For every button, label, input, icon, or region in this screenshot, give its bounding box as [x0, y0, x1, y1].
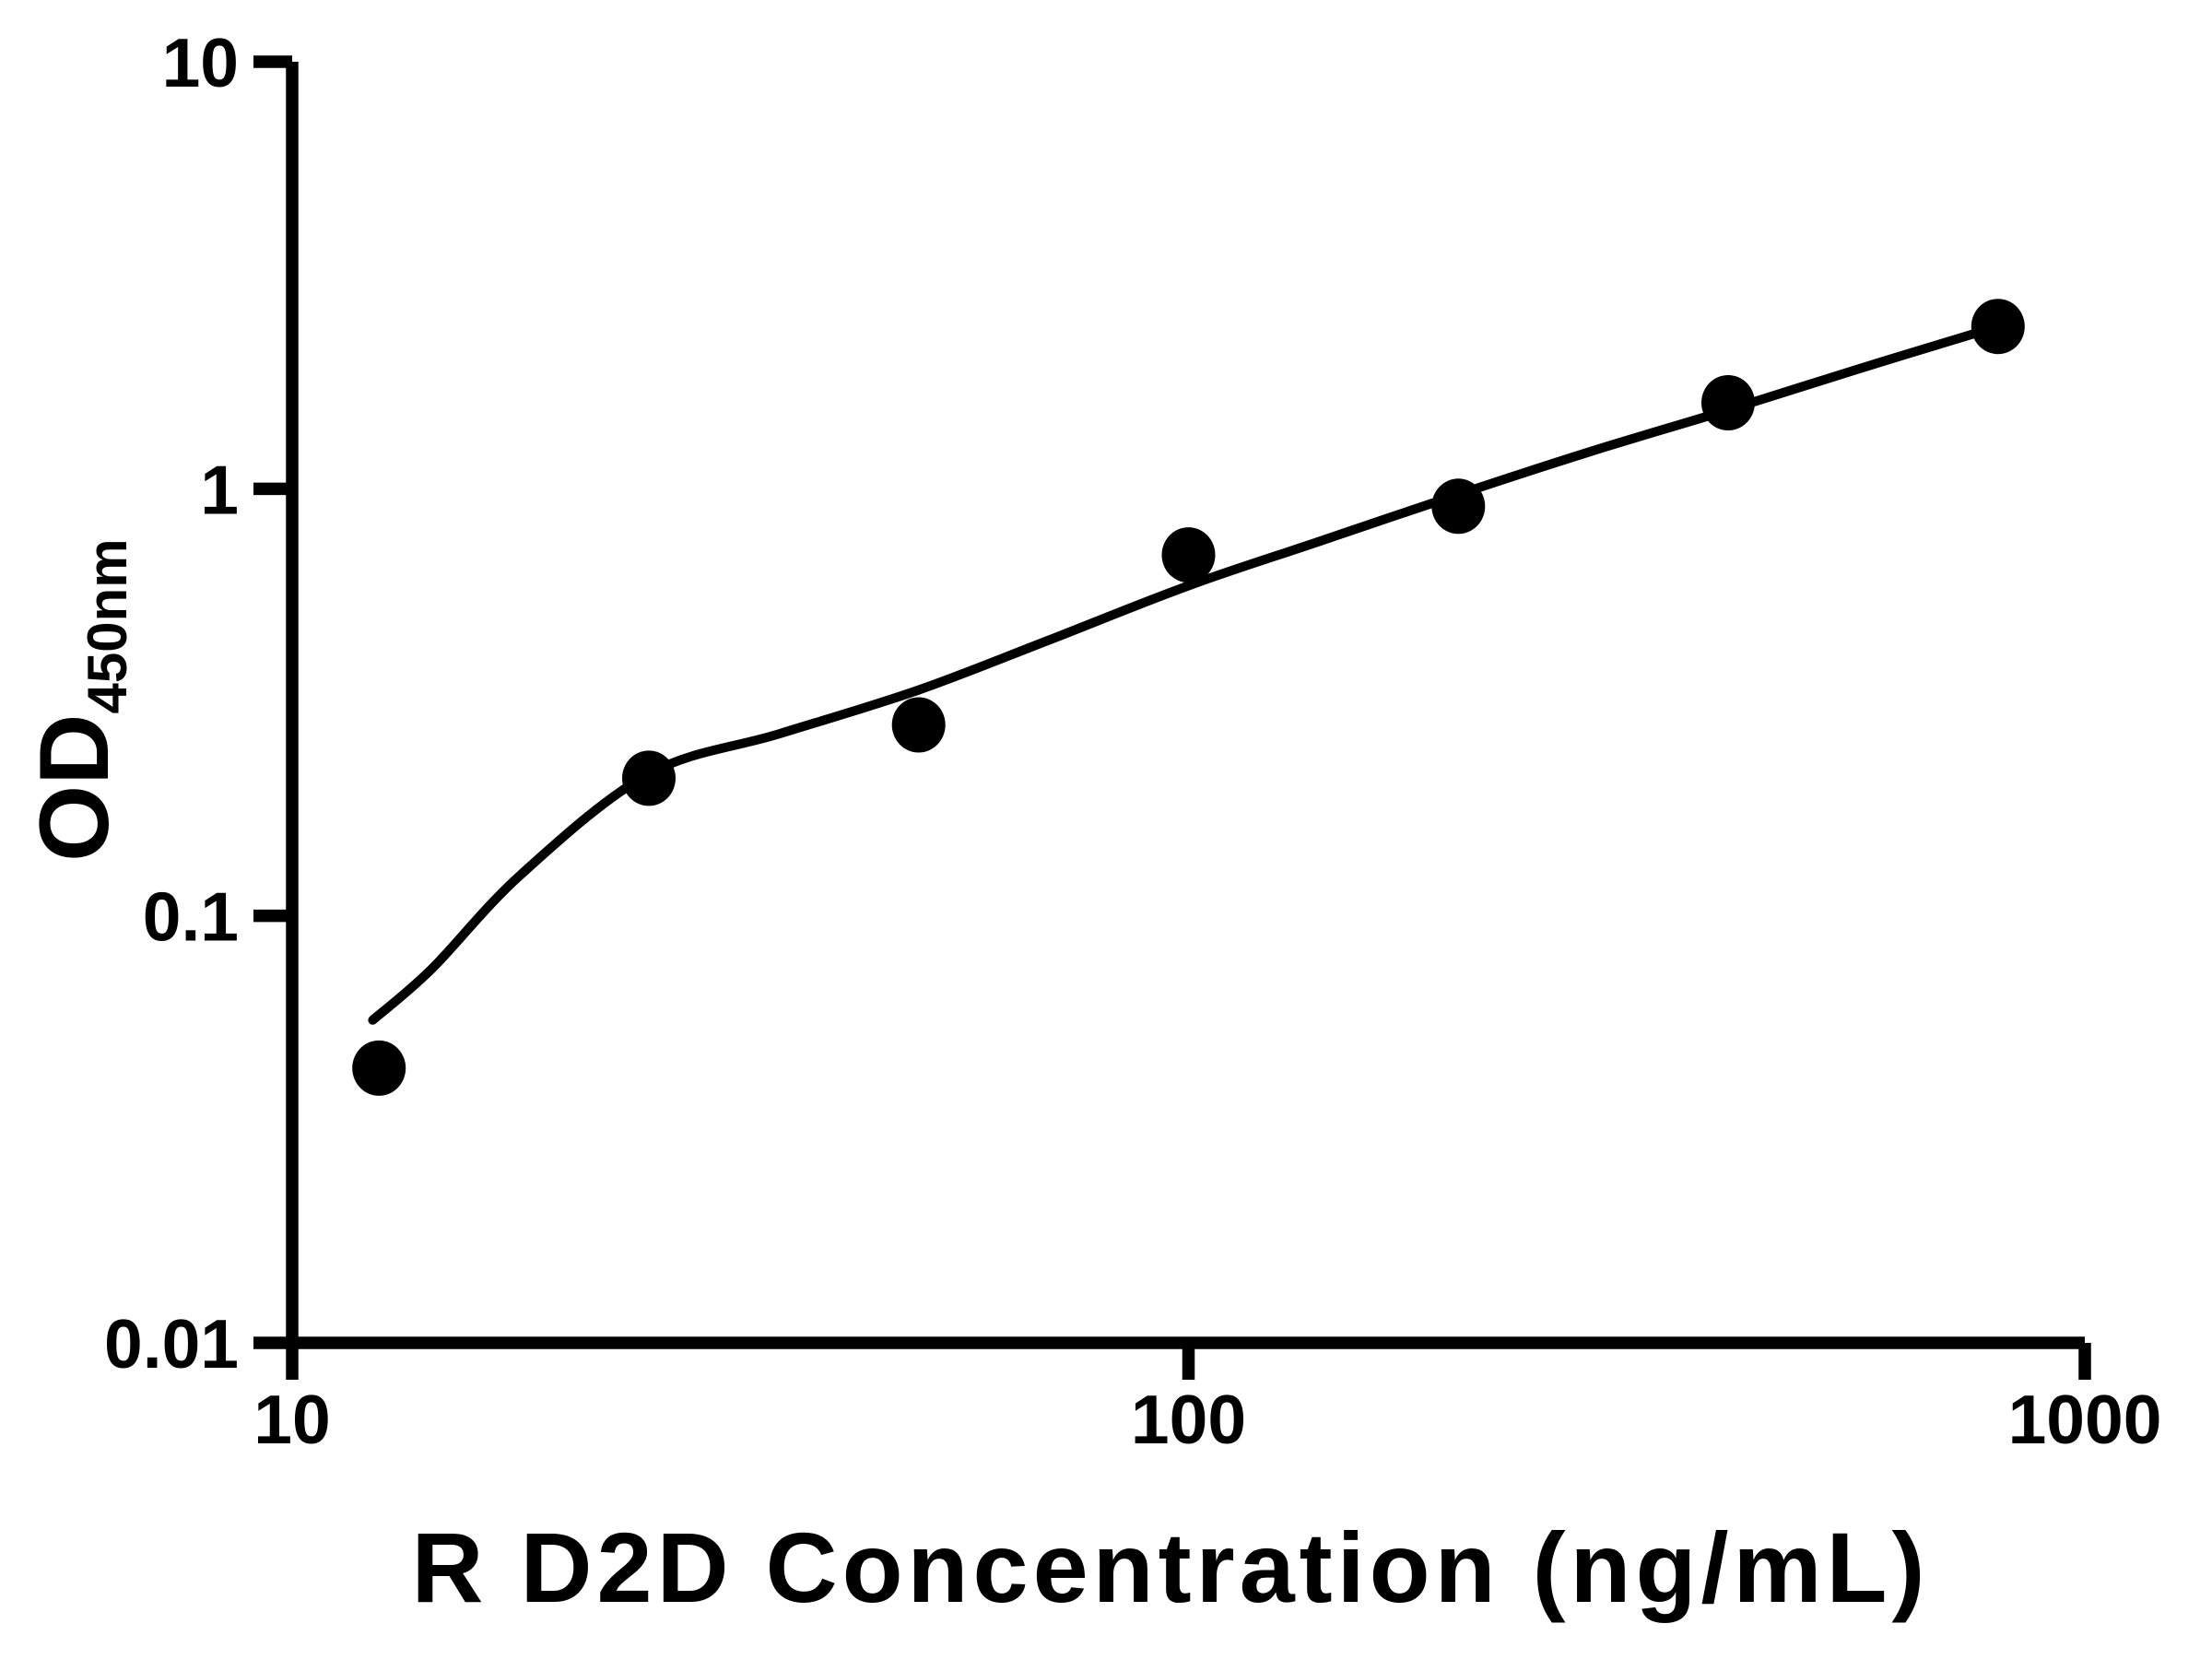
x-tick-label: 10 — [253, 1381, 330, 1458]
y-tick-label: 1 — [200, 451, 239, 528]
data-point — [1431, 478, 1486, 535]
y-tick-label: 0.01 — [104, 1305, 239, 1382]
data-point — [1701, 375, 1755, 430]
axis-ticks — [253, 55, 2091, 1380]
x-tick-label: 100 — [1131, 1381, 1246, 1458]
y-tick-label: 0.1 — [143, 878, 239, 956]
data-point — [1971, 299, 2025, 355]
data-points — [352, 299, 2025, 1096]
x-tick-label: 1000 — [2008, 1381, 2162, 1458]
y-axis-title-main: OD — [18, 714, 129, 863]
y-tick-label: 10 — [162, 24, 239, 101]
data-point — [622, 750, 676, 806]
axes — [286, 62, 2085, 1349]
data-point — [891, 697, 946, 753]
data-point — [1161, 527, 1216, 583]
axis-spine — [286, 62, 2085, 1349]
x-axis-title: R D2D Concentration (ng/mL) — [412, 1512, 1930, 1623]
data-point — [352, 1040, 406, 1096]
fit-curve-line — [368, 322, 2003, 1025]
y-axis-title: OD450nm — [18, 538, 138, 862]
y-axis-title-subscript: 450nm — [76, 538, 138, 713]
